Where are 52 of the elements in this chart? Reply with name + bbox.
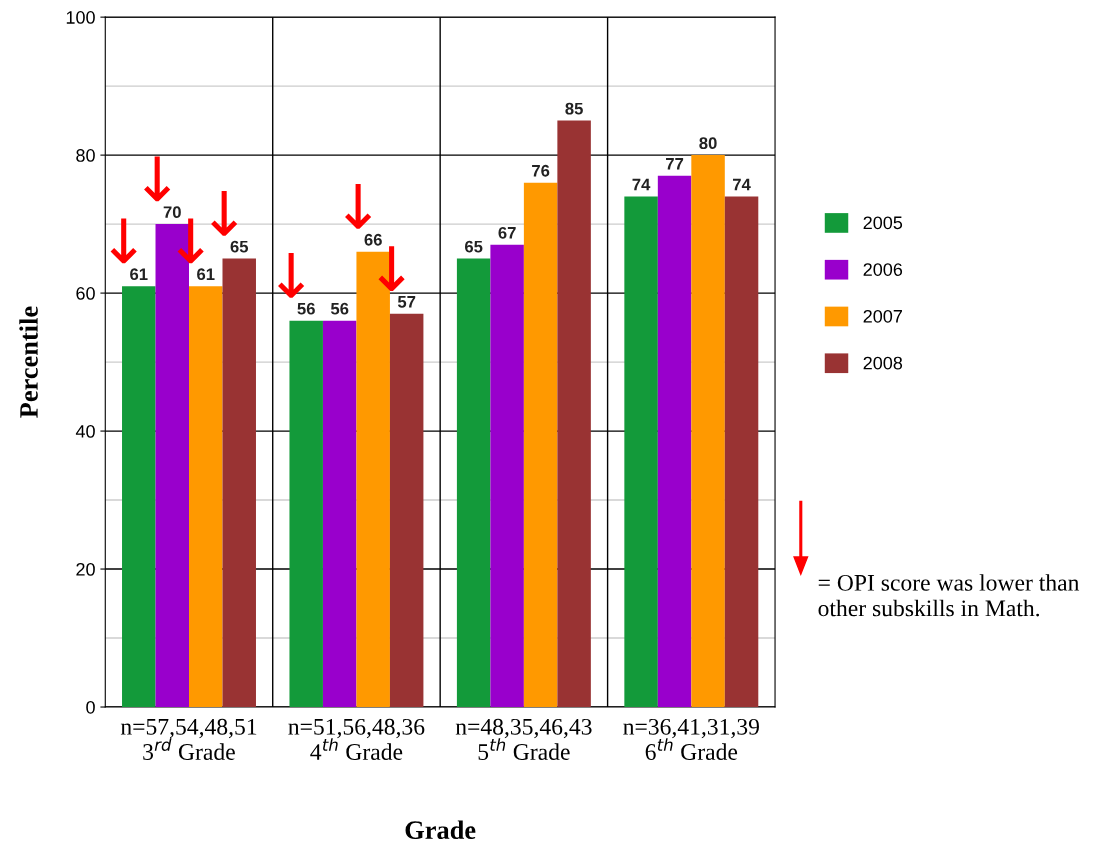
bar (322, 320, 357, 708)
data-label: 61 (197, 268, 215, 281)
x-tick-label: n=57,54,48,51 3$^{rd}$ Grade (120, 718, 257, 760)
data-label: 65 (230, 240, 249, 253)
bar (624, 196, 658, 708)
data-label: 57 (397, 296, 416, 308)
y-tick-label: 60 (76, 287, 95, 300)
data-label: 70 (163, 206, 181, 219)
bar (389, 313, 424, 708)
x-tick-label: n=51,56,48,36 4$^{th}$ Grade (288, 718, 425, 760)
bar (523, 182, 558, 708)
legend-label: 2007 (863, 309, 902, 323)
data-label: 74 (733, 178, 751, 191)
data-label: 80 (699, 137, 717, 150)
y-tick-label: 40 (75, 425, 95, 438)
y-tick-label: 80 (76, 149, 95, 162)
data-label: 74 (632, 178, 651, 191)
data-label: 56 (330, 302, 349, 315)
annotation: ↓ (211, 190, 238, 236)
bar (691, 155, 725, 708)
y-axis-title: Percentile (19, 306, 38, 418)
y-tick-label: 0 (86, 700, 95, 714)
data-label: 85 (565, 102, 583, 115)
y-tick-label: 20 (76, 562, 95, 576)
bar (724, 196, 759, 708)
data-label: 65 (464, 240, 483, 253)
data-label: 77 (666, 158, 684, 170)
data-label: 66 (364, 233, 382, 246)
legend-label: 2006 (863, 263, 903, 276)
bar (557, 120, 591, 708)
data-label: 76 (532, 164, 550, 177)
legend-label: 2008 (863, 356, 903, 370)
annotation: ↓ (110, 218, 137, 264)
text: = OPI score was lower than other subskills in Math. (818, 574, 1080, 617)
bar (456, 258, 491, 708)
y-tick-label: 100 (66, 11, 95, 24)
bar (189, 286, 223, 708)
annotation: ↓ (345, 184, 372, 229)
x-tick-label: n=48,35,46,43 5$^{th}$ Grade (455, 718, 592, 760)
bar (222, 258, 256, 708)
data-label: 56 (297, 302, 315, 315)
bar (122, 286, 156, 708)
bar (657, 175, 692, 708)
bar (289, 320, 323, 708)
x-axis-title: Grade (405, 820, 476, 840)
data-label: 67 (498, 226, 516, 239)
x-tick-label: n=36,41,31,39 6$^{th}$ Grade (623, 718, 759, 760)
data-label: 61 (130, 268, 148, 281)
legend-label: 2005 (863, 216, 903, 230)
annotation: ↓ (278, 253, 305, 298)
bar (490, 244, 524, 708)
annotation: ↓ (144, 156, 171, 202)
